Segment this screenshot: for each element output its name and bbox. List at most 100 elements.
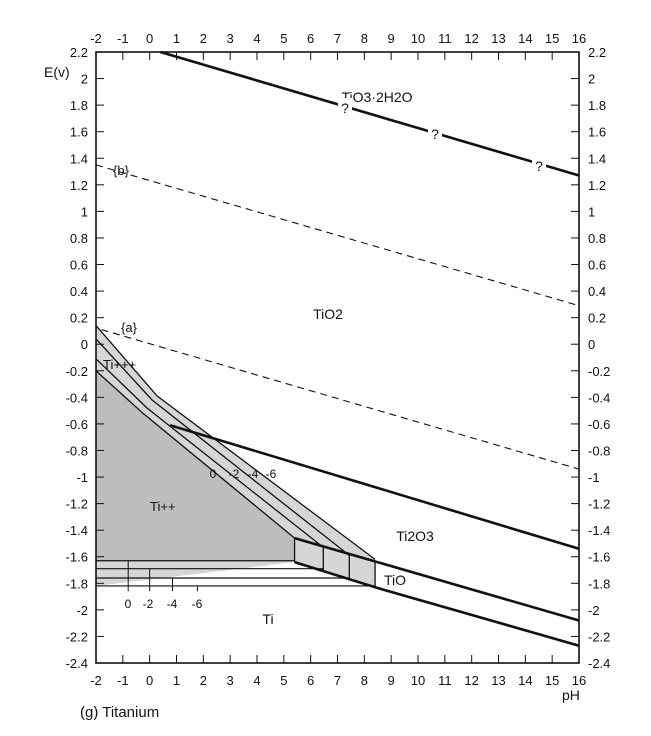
x-axis-label: pH <box>562 687 580 703</box>
y-tick-label-left: -2 <box>76 603 88 618</box>
axis-ticks: -2-2-1-100112233445566778899101011111212… <box>66 31 611 688</box>
contour-label: -2 <box>229 467 240 481</box>
x-tick-label-bottom: 5 <box>280 673 287 688</box>
y-tick-label-right: 0 <box>588 337 595 352</box>
y-tick-label-left: -2.4 <box>66 656 88 671</box>
ti2-region-shade <box>96 370 295 561</box>
y-tick-label-right: -1 <box>588 470 600 485</box>
y-tick-label-right: 2.2 <box>588 45 606 60</box>
y-tick-label-left: -0.6 <box>66 417 88 432</box>
contour-label: 0 <box>210 467 217 481</box>
x-tick-label-bottom: 15 <box>545 673 559 688</box>
y-tick-label-left: 1.6 <box>70 125 88 140</box>
y-tick-label-left: 2 <box>81 72 88 87</box>
y-tick-label-left: 2.2 <box>70 45 88 60</box>
contour-label: -4 <box>167 597 178 611</box>
ion-contour-line <box>95 370 296 539</box>
x-tick-label-top: 12 <box>464 31 478 46</box>
x-tick-label-bottom: 14 <box>518 673 532 688</box>
y-tick-label-right: -0.6 <box>588 417 610 432</box>
y-tick-label-left: 1 <box>81 204 88 219</box>
boundary-tio3-tio2 <box>160 50 580 177</box>
x-tick-label-bottom: 4 <box>253 673 260 688</box>
boundary-oxygen-b <box>95 164 580 307</box>
y-tick-label-right: 0.6 <box>588 258 606 273</box>
caption: (g) Titanium <box>80 704 159 721</box>
ion-contour-line <box>95 338 350 556</box>
x-tick-label-top: 11 <box>438 31 452 46</box>
x-tick-label-top: 14 <box>518 31 532 46</box>
x-tick-label-bottom: -2 <box>90 673 102 688</box>
y-tick-label-left: -1.2 <box>66 497 88 512</box>
x-tick-label-bottom: 7 <box>334 673 341 688</box>
label-ti2: Ti++ <box>150 499 176 514</box>
x-tick-label-bottom: 3 <box>227 673 234 688</box>
y-tick-label-right: -1.4 <box>588 523 610 538</box>
y-tick-label-right: -1.8 <box>588 576 610 591</box>
y-tick-label-right: -2 <box>588 603 600 618</box>
x-tick-label-bottom: 13 <box>491 673 505 688</box>
y-tick-label-left: 1.8 <box>70 98 88 113</box>
label-tio2: TiO2 <box>313 306 343 322</box>
x-tick-label-bottom: 6 <box>307 673 314 688</box>
y-tick-label-right: -0.2 <box>588 364 610 379</box>
y-tick-label-right: 1.4 <box>588 151 606 166</box>
y-tick-label-right: -0.4 <box>588 390 610 405</box>
y-tick-label-left: -0.2 <box>66 364 88 379</box>
question-mark: ? <box>535 158 543 174</box>
x-tick-label-top: 16 <box>572 31 586 46</box>
x-tick-label-bottom: 16 <box>572 673 586 688</box>
contour-label: -4 <box>248 467 259 481</box>
x-tick-label-top: 5 <box>280 31 287 46</box>
x-tick-label-top: 10 <box>411 31 425 46</box>
label-b: {b} <box>113 163 130 178</box>
ion-contour-labels: 0 -2 -4 -6 <box>210 467 277 481</box>
shaded-ion-regions <box>96 325 376 588</box>
y-tick-label-left: 0 <box>81 337 88 352</box>
contour-label: -2 <box>143 597 154 611</box>
x-tick-label-bottom: 10 <box>411 673 425 688</box>
question-mark: ? <box>341 100 349 116</box>
label-ti: Ti <box>262 611 273 627</box>
boundary-ti2o3-tio <box>294 536 580 622</box>
y-tick-label-left: -1.8 <box>66 576 88 591</box>
y-tick-label-right: 0.8 <box>588 231 606 246</box>
boundary-tio-ti <box>294 560 580 647</box>
y-tick-label-right: -2.4 <box>588 656 610 671</box>
ion-contour-line <box>95 358 324 548</box>
y-tick-label-right: 1.6 <box>588 125 606 140</box>
question-mark: ? <box>431 126 439 142</box>
y-tick-label-right: -2.2 <box>588 629 610 644</box>
boundary-lines <box>95 50 580 647</box>
label-ti2o3: Ti2O3 <box>396 528 434 544</box>
y-tick-label-left: -0.4 <box>66 390 88 405</box>
x-tick-label-bottom: 8 <box>361 673 368 688</box>
label-ti3: Ti+++ <box>103 357 136 372</box>
y-tick-label-right: -1.6 <box>588 550 610 565</box>
y-tick-label-left: -1.4 <box>66 523 88 538</box>
y-tick-label-left: 0.4 <box>70 284 88 299</box>
y-tick-label-right: 0.2 <box>588 311 606 326</box>
x-tick-label-top: 4 <box>253 31 260 46</box>
y-tick-label-left: -2.2 <box>66 629 88 644</box>
x-tick-label-bottom: 11 <box>438 673 452 688</box>
x-tick-label-bottom: 9 <box>388 673 395 688</box>
y-tick-label-left: -0.8 <box>66 443 88 458</box>
x-tick-label-top: 7 <box>334 31 341 46</box>
y-tick-label-left: 0.8 <box>70 231 88 246</box>
label-tio: TiO <box>384 572 406 588</box>
x-tick-label-bottom: 2 <box>200 673 207 688</box>
ion-contour-line <box>95 325 376 560</box>
x-tick-label-bottom: 0 <box>146 673 153 688</box>
y-tick-label-right: 1 <box>588 204 595 219</box>
y-tick-label-right: 2 <box>588 72 595 87</box>
y-tick-label-left: 0.6 <box>70 258 88 273</box>
x-tick-label-top: 3 <box>227 31 234 46</box>
x-tick-label-top: 6 <box>307 31 314 46</box>
y-tick-label-right: 1.2 <box>588 178 606 193</box>
contour-label: -6 <box>266 467 277 481</box>
y-tick-label-left: 1.2 <box>70 178 88 193</box>
x-tick-label-top: 2 <box>200 31 207 46</box>
x-tick-label-bottom: 1 <box>173 673 180 688</box>
